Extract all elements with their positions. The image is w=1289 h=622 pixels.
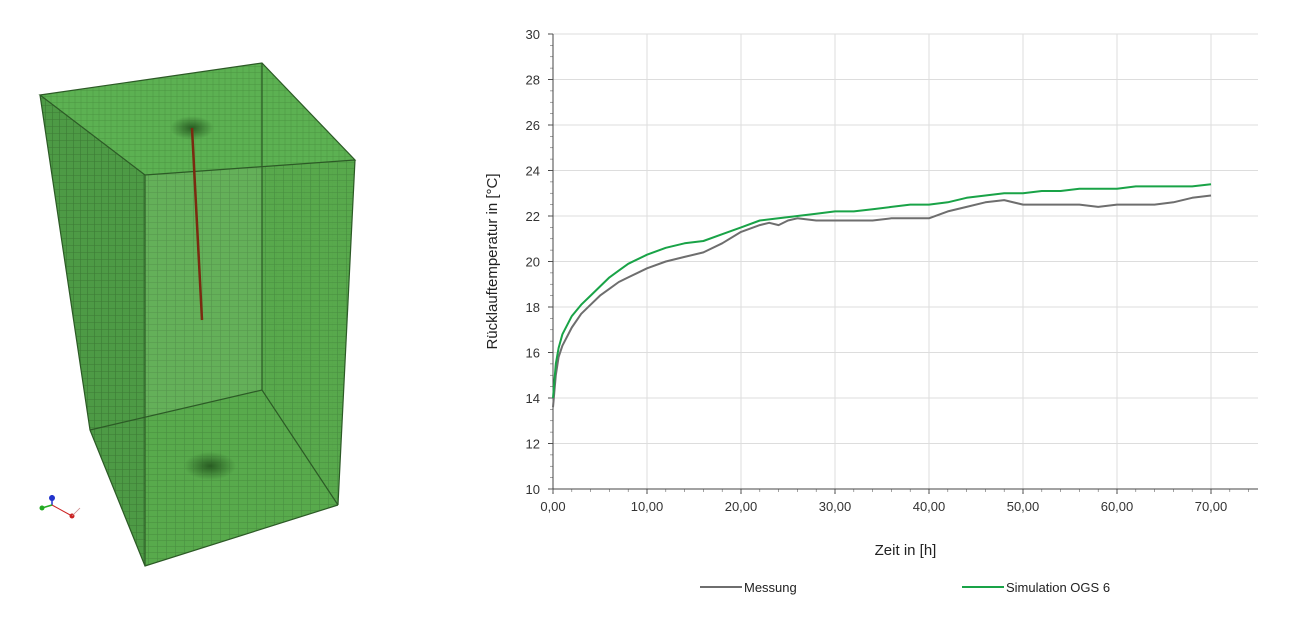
orientation-axes-icon [39, 495, 81, 519]
x-tick-label: 20,00 [725, 499, 758, 514]
chart-legend: Messung Simulation OGS 6 [700, 580, 1110, 595]
mesh-block-image [38, 62, 357, 567]
series-line-simulation [552, 183, 1212, 399]
temperature-chart: 0,00 10,00 20,00 30,00 40,00 50,00 60,00 70,00 1… [460, 0, 1289, 617]
y-tick-label: 28 [526, 73, 540, 88]
x-tick-label: 50,00 [1007, 499, 1040, 514]
x-tick-label: 70,00 [1195, 499, 1228, 514]
mesh-edges [38, 62, 357, 567]
y-axis-title: Rücklauftemperatur in [°C] [484, 173, 501, 349]
mesh-left-face [40, 95, 145, 566]
series-line-messung [552, 194, 1212, 408]
chart-axes: 0,00 10,00 20,00 30,00 40,00 50,00 60,00 70,00 1… [526, 27, 1258, 514]
legend-label-messung: Messung [744, 580, 797, 595]
y-tick-label: 18 [526, 300, 540, 315]
chart-series [552, 183, 1212, 408]
x-axis-title: Zeit in [h] [875, 542, 937, 559]
y-tick-label: 14 [526, 391, 540, 406]
y-tick-label: 22 [526, 209, 540, 224]
x-tick-label: 40,00 [913, 499, 946, 514]
x-tick-label: 10,00 [631, 499, 664, 514]
legend-label-simulation: Simulation OGS 6 [1006, 580, 1110, 595]
x-tick-label: 0,00 [540, 499, 565, 514]
y-tick-label: 12 [526, 437, 540, 452]
x-tick-label: 30,00 [819, 499, 852, 514]
borehole-line [190, 127, 204, 321]
chart-grid [552, 33, 1258, 490]
y-tick-label: 30 [526, 27, 540, 42]
y-tick-label: 10 [526, 482, 540, 497]
y-tick-label: 20 [526, 255, 540, 270]
x-tick-label: 60,00 [1101, 499, 1134, 514]
y-tick-label: 16 [526, 346, 540, 361]
y-tick-label: 24 [526, 164, 540, 179]
mesh-view [0, 0, 460, 617]
chart-svg: 0,00 10,00 20,00 30,00 40,00 50,00 60,00 70,00 1… [484, 27, 1258, 595]
mesh-front-face [145, 160, 355, 566]
y-tick-label: 26 [526, 118, 540, 133]
mesh-refinement-bottom [184, 452, 236, 480]
